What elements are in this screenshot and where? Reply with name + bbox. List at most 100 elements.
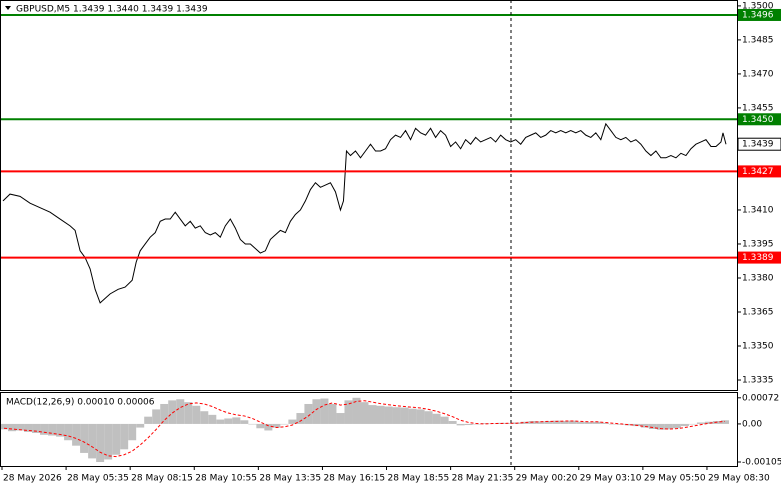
macd-bar — [656, 423, 665, 430]
macd-bar — [328, 403, 337, 424]
macd-bar — [80, 423, 89, 453]
price-line — [2, 122, 727, 304]
macd-bar — [224, 418, 233, 424]
macd-bar — [280, 423, 289, 425]
macd-bar — [592, 421, 601, 424]
macd-bar — [408, 408, 417, 424]
x-tick-label: 28 May 2026 — [3, 474, 62, 484]
x-tick-label: 29 May 08:30 — [708, 474, 770, 484]
x-tick-label: 29 May 03:10 — [580, 474, 642, 484]
y-tick-label: 1.3455 — [742, 103, 774, 113]
x-tick-label: 28 May 08:15 — [131, 474, 193, 484]
macd-bar — [576, 421, 585, 424]
macd-bar — [104, 423, 113, 460]
macd-bar — [696, 422, 705, 424]
macd-bar — [320, 398, 329, 424]
last-price-label: 1.3439 — [742, 140, 774, 150]
macd-bar — [640, 423, 649, 428]
y-tick-label: 1.3500 — [742, 1, 774, 11]
symbol-title: GBPUSD,M5 1.3439 1.3440 1.3439 1.3439 — [16, 5, 208, 15]
y-tick-label: 1.3395 — [742, 239, 774, 249]
last-price-box — [737, 137, 781, 151]
macd-bar — [544, 421, 553, 424]
macd-bar — [160, 403, 169, 424]
macd-bar — [608, 423, 617, 425]
macd-bar — [192, 405, 201, 424]
macd-bar — [40, 423, 49, 435]
macd-bar — [272, 423, 281, 428]
macd-bar — [200, 411, 209, 424]
price-line — [3, 400, 726, 458]
macd-bar — [304, 403, 313, 424]
level-label-box — [738, 113, 781, 126]
macd-bar — [552, 420, 561, 424]
macd-bar — [136, 423, 145, 428]
macd-bar — [560, 421, 569, 424]
macd-bar — [584, 422, 593, 424]
y-tick-label: 1.3365 — [742, 308, 774, 318]
macd-pane-frame — [0, 392, 738, 467]
macd-bar — [448, 421, 457, 424]
y-tick-label: 1.3470 — [742, 69, 774, 79]
macd-bar — [472, 423, 481, 425]
macd-bar — [152, 409, 161, 424]
macd-bar — [48, 423, 57, 436]
macd-title: MACD(12,26,9) 0.00010 0.00006 — [6, 398, 155, 408]
x-tick-label: 28 May 18:55 — [388, 474, 450, 484]
macd-bar — [688, 423, 697, 425]
level-label: 1.3389 — [742, 253, 774, 263]
macd-bar — [680, 423, 689, 427]
macd-bar — [64, 423, 73, 441]
macd-bar — [400, 407, 409, 424]
macd-bar — [216, 419, 225, 424]
level-label: 1.3496 — [742, 10, 774, 20]
macd-bar — [8, 423, 17, 432]
macd-bar — [720, 420, 729, 424]
y-tick-label: -0.00105 — [742, 458, 781, 468]
macd-bar — [520, 421, 529, 424]
macd-bar — [368, 405, 377, 424]
macd-bar — [184, 402, 193, 424]
macd-bar — [392, 407, 401, 424]
macd-bar — [704, 421, 713, 424]
y-tick-label: 1.3380 — [742, 273, 774, 283]
x-tick-label: 28 May 16:15 — [323, 474, 385, 484]
level-label: 1.3450 — [742, 115, 774, 125]
macd-bar — [248, 423, 257, 425]
macd-bar — [480, 423, 489, 424]
x-tick-label: 28 May 10:55 — [195, 474, 257, 484]
macd-bar — [16, 423, 25, 431]
macd-bar — [24, 423, 33, 432]
macd-bar — [464, 423, 473, 426]
macd-bar — [240, 420, 249, 424]
macd-bar — [0, 423, 9, 430]
level-label-box — [738, 165, 781, 178]
x-tick-label: 28 May 21:35 — [452, 474, 514, 484]
macd-bar — [384, 406, 393, 424]
label-layer: 1.3500 1.3485 1.3470 1.3455 1.3410 1.3395 1.33… — [3, 1, 781, 484]
x-tick-label: 28 May 13:35 — [259, 474, 321, 484]
macd-bar — [568, 420, 577, 424]
macd-bar — [88, 423, 97, 459]
macd-bar — [288, 419, 297, 424]
level-label-box — [738, 251, 781, 264]
macd-bar — [256, 423, 265, 429]
macd-bar — [72, 423, 81, 446]
macd-bar — [664, 423, 673, 430]
macd-bar — [120, 423, 129, 450]
macd-bar — [32, 423, 41, 433]
macd-bar — [56, 423, 65, 437]
x-tick-label: 28 May 05:35 — [67, 474, 129, 484]
macd-bar — [296, 413, 305, 424]
macd-bar — [360, 402, 369, 424]
y-tick-label: 0.00072 — [742, 393, 779, 403]
menu-triangle[interactable] — [5, 6, 11, 10]
macd-bar — [144, 416, 153, 424]
y-tick-label: 1.3335 — [742, 376, 774, 386]
macd-bar — [456, 423, 465, 426]
macd-bar — [376, 405, 385, 424]
x-tick-label: 29 May 00:20 — [516, 474, 578, 484]
macd-bar — [624, 423, 633, 426]
y-tick-label: 1.3410 — [742, 205, 774, 215]
macd-bar — [536, 421, 545, 424]
